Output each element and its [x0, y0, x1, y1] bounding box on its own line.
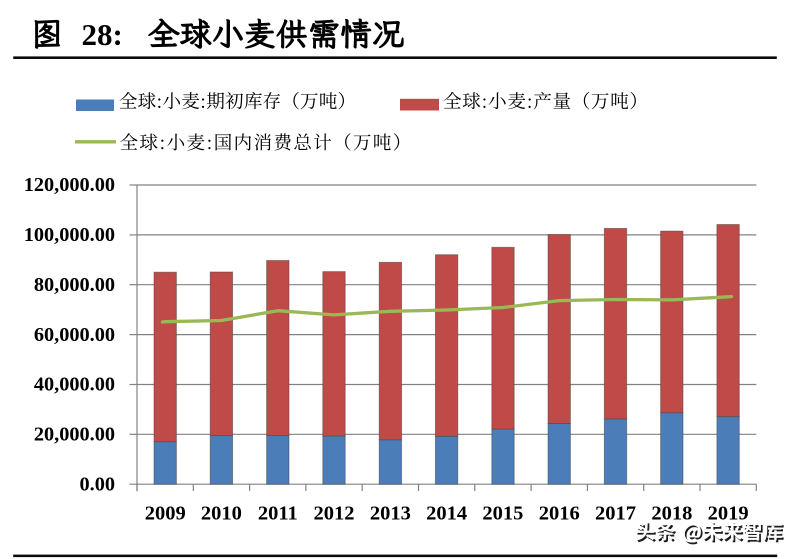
- svg-text:2013: 2013: [370, 503, 411, 525]
- svg-text:2009: 2009: [145, 503, 186, 525]
- svg-text:2014: 2014: [426, 503, 467, 525]
- svg-text:40,000.00: 40,000.00: [34, 374, 115, 396]
- svg-text:0.00: 0.00: [80, 473, 116, 495]
- svg-text:28:: 28:: [82, 17, 123, 52]
- svg-text:2015: 2015: [482, 503, 523, 525]
- svg-text:2016: 2016: [539, 503, 580, 525]
- svg-text:20,000.00: 20,000.00: [34, 424, 115, 446]
- svg-text:2010: 2010: [201, 503, 242, 525]
- svg-text:120,000.00: 120,000.00: [24, 174, 115, 196]
- svg-text:2012: 2012: [314, 503, 355, 525]
- svg-text:2017: 2017: [595, 503, 636, 525]
- svg-text:2011: 2011: [258, 503, 298, 525]
- svg-text:100,000.00: 100,000.00: [24, 224, 115, 246]
- svg-text:2018: 2018: [651, 503, 692, 525]
- svg-text:60,000.00: 60,000.00: [34, 324, 115, 346]
- svg-text:2019: 2019: [708, 503, 749, 525]
- svg-text:80,000.00: 80,000.00: [34, 274, 115, 296]
